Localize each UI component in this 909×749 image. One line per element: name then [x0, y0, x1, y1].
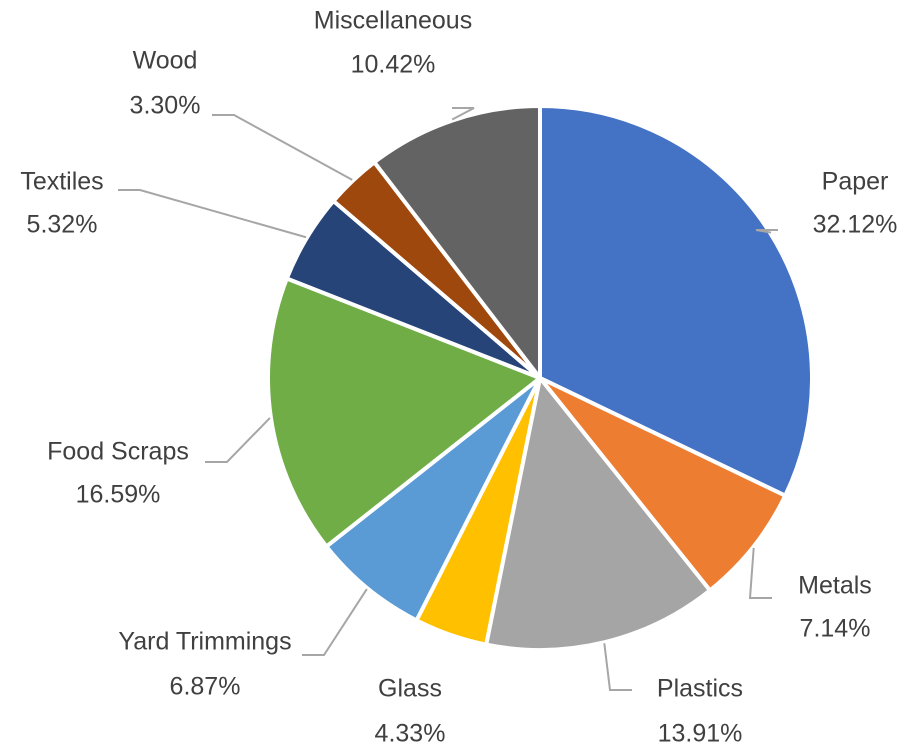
pie-slice [484, 376, 712, 652]
leader-line [451, 107, 475, 121]
slice-value-label: 16.59% [76, 481, 161, 509]
slice-label: Miscellaneous [314, 7, 472, 35]
leader-line [755, 229, 778, 234]
slice-label: Glass [378, 675, 442, 703]
leader-line [118, 189, 307, 239]
slice-value-label: 13.91% [658, 720, 743, 748]
slice-label: Yard Trimmings [118, 628, 291, 656]
pie-slice [372, 104, 542, 380]
slice-value-label: 6.87% [170, 673, 241, 701]
leader-line [205, 417, 271, 463]
slice-label: Food Scraps [47, 438, 189, 466]
slice-label: Wood [133, 47, 198, 75]
slice-label: Paper [822, 168, 889, 196]
slice-value-label: 3.30% [130, 92, 201, 120]
slice-value-label: 10.42% [351, 51, 436, 79]
slice-value-label: 7.14% [800, 615, 871, 643]
slice-value-label: 32.12% [813, 211, 898, 239]
leader-line [603, 643, 632, 691]
pie-slice [538, 376, 788, 593]
pie-slice [266, 276, 542, 549]
slice-value-label: 5.32% [27, 211, 98, 239]
slice-value-label: 4.33% [375, 720, 446, 748]
leader-line [212, 114, 353, 181]
pie-slice [324, 376, 542, 623]
leader-line [748, 547, 772, 599]
slice-label: Textiles [20, 168, 103, 196]
slice-label: Plastics [657, 675, 743, 703]
leader-line [302, 588, 368, 656]
slice-label: Metals [798, 572, 872, 600]
